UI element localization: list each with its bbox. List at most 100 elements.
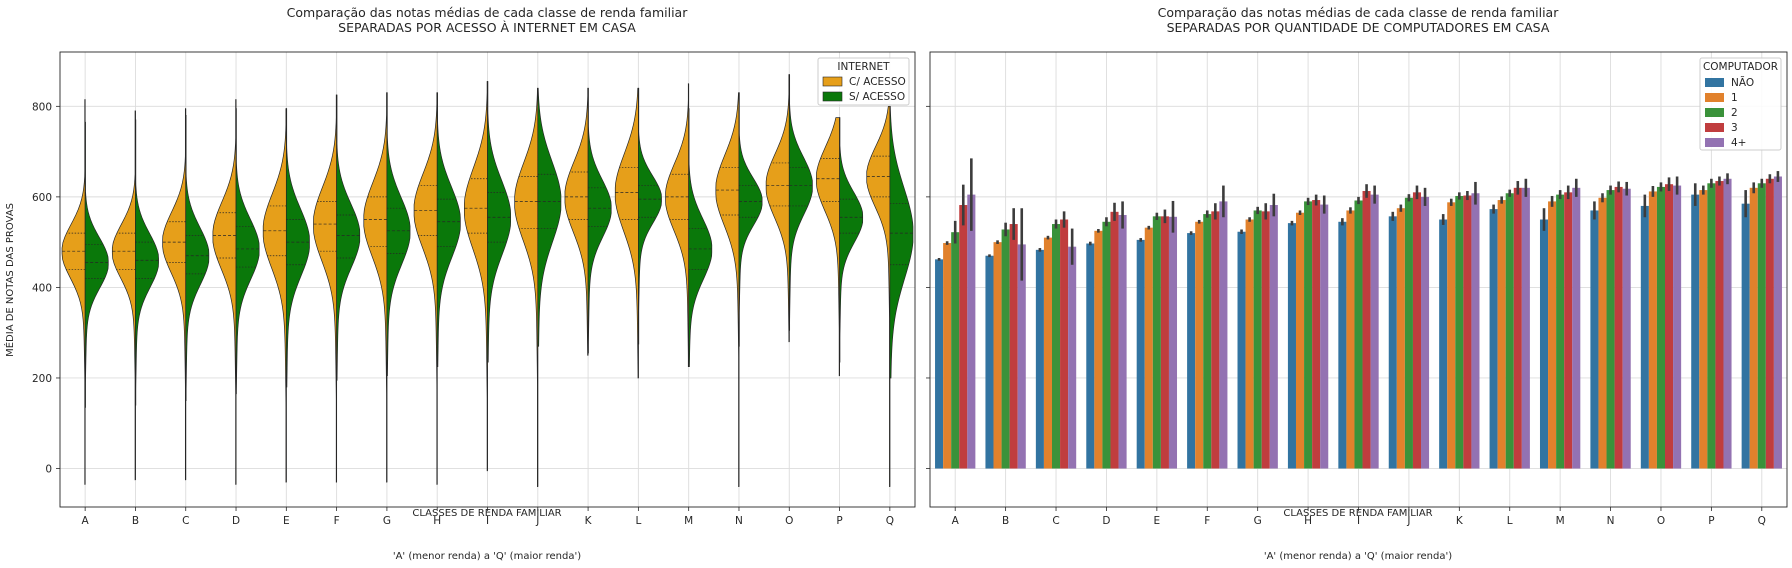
x-tick-label: Q bbox=[886, 515, 894, 527]
bar bbox=[967, 194, 976, 469]
bar bbox=[1102, 221, 1111, 469]
bar bbox=[1598, 197, 1607, 469]
bar bbox=[943, 243, 952, 469]
y-tick-label: 600 bbox=[32, 192, 52, 204]
legend-swatch bbox=[1705, 93, 1724, 102]
x-tick-label: F bbox=[1204, 515, 1210, 527]
violin-half bbox=[84, 121, 109, 408]
bar bbox=[1396, 208, 1405, 469]
violin-half bbox=[436, 92, 461, 368]
x-tick-label: M bbox=[684, 515, 693, 527]
bar bbox=[1017, 244, 1026, 469]
bar bbox=[1388, 216, 1397, 469]
bar bbox=[1707, 183, 1716, 469]
bar bbox=[1144, 227, 1153, 469]
x-tick-label: N bbox=[735, 515, 743, 527]
violin-half bbox=[816, 117, 840, 377]
legend-swatch bbox=[1705, 108, 1724, 117]
bar bbox=[1237, 231, 1246, 469]
bar bbox=[1590, 210, 1599, 469]
y-tick-label: 400 bbox=[32, 282, 52, 294]
bar bbox=[1187, 233, 1196, 469]
x-tick-label: F bbox=[334, 515, 340, 527]
violin-legend: INTERNET C/ ACESSO S/ ACESSO bbox=[817, 57, 910, 106]
bar bbox=[1009, 224, 1018, 469]
bar bbox=[1346, 210, 1355, 469]
legend-title: INTERNET bbox=[837, 61, 890, 73]
x-tick-label: K bbox=[585, 515, 593, 527]
violin-half bbox=[313, 94, 337, 483]
violin-half bbox=[162, 108, 187, 481]
bar bbox=[1052, 224, 1061, 469]
bar bbox=[1287, 223, 1296, 469]
violin-half bbox=[715, 92, 740, 487]
x-tick-label: Q bbox=[1758, 515, 1766, 527]
bar bbox=[1203, 214, 1212, 469]
x-tick-label: B bbox=[1002, 515, 1009, 527]
legend-label: C/ ACESSO bbox=[849, 76, 906, 88]
bar bbox=[1564, 192, 1573, 469]
bar bbox=[1160, 216, 1169, 469]
bar bbox=[1136, 239, 1145, 469]
violin-half bbox=[839, 117, 864, 363]
x-tick-label: O bbox=[1657, 515, 1665, 527]
bar bbox=[1354, 200, 1363, 469]
bar bbox=[1086, 243, 1095, 469]
legend-label: S/ ACESSO bbox=[849, 91, 905, 103]
bar bbox=[1497, 200, 1506, 469]
bar bbox=[1152, 216, 1161, 469]
violin-half bbox=[111, 110, 136, 481]
bar bbox=[1245, 219, 1254, 469]
violin-half bbox=[61, 99, 86, 485]
bar-x-ticks: A B C D E F G H I J K L M N O P Q bbox=[952, 507, 1766, 527]
bar bbox=[1253, 210, 1262, 469]
x-tick-label: G bbox=[1254, 515, 1262, 527]
violin-subtitle: SEPARADAS POR ACESSO À INTERNET EM CASA bbox=[338, 20, 636, 35]
bar bbox=[1110, 211, 1119, 469]
bar bbox=[1572, 187, 1581, 469]
legend-swatch bbox=[822, 76, 843, 87]
bar bbox=[1648, 191, 1657, 469]
x-tick-label: O bbox=[785, 515, 793, 527]
bar bbox=[1118, 214, 1127, 469]
violin-title: Comparação das notas médias de cada clas… bbox=[287, 5, 689, 20]
bar bbox=[1489, 209, 1498, 469]
bar bbox=[1606, 190, 1615, 469]
bar bbox=[1312, 200, 1321, 469]
violin-y-ticks: 0 200 400 600 800 bbox=[32, 101, 60, 476]
violin-half bbox=[866, 105, 891, 487]
violin-half bbox=[514, 87, 539, 487]
x-tick-label: C bbox=[1052, 515, 1059, 527]
bar bbox=[1539, 219, 1549, 469]
legend-label: 1 bbox=[1731, 92, 1738, 104]
bar bbox=[1556, 194, 1565, 469]
bar bbox=[1195, 221, 1204, 469]
bar bbox=[1362, 190, 1371, 469]
x-tick-label: H bbox=[433, 515, 441, 527]
violin-half bbox=[564, 87, 589, 356]
x-tick-label: J bbox=[535, 515, 539, 527]
bar bbox=[1665, 184, 1674, 469]
violin-half bbox=[363, 92, 388, 483]
bar bbox=[1295, 212, 1305, 469]
bar bbox=[959, 205, 968, 469]
legend-title: COMPUTADOR bbox=[1703, 61, 1778, 73]
bar-title: Comparação das notas médias de cada clas… bbox=[1158, 5, 1560, 20]
violin-x-axis-sublabel: 'A' (menor renda) a 'Q' (maior renda') bbox=[393, 551, 581, 562]
bar bbox=[1412, 192, 1422, 469]
x-tick-label: A bbox=[952, 515, 960, 527]
violin-half bbox=[889, 105, 914, 379]
bar bbox=[1723, 178, 1732, 469]
bar bbox=[1001, 229, 1010, 469]
bar bbox=[1741, 203, 1750, 469]
legend-label: 4+ bbox=[1731, 137, 1746, 149]
x-tick-label: B bbox=[132, 515, 139, 527]
bar bbox=[935, 259, 944, 469]
bar bbox=[1304, 201, 1313, 469]
violin-axes: Comparação das notas médias de cada clas… bbox=[3, 5, 916, 562]
bar bbox=[1035, 249, 1044, 469]
bar bbox=[1773, 176, 1782, 469]
bar bbox=[993, 242, 1002, 469]
legend-swatch bbox=[1705, 78, 1724, 87]
violin-half bbox=[537, 87, 562, 347]
